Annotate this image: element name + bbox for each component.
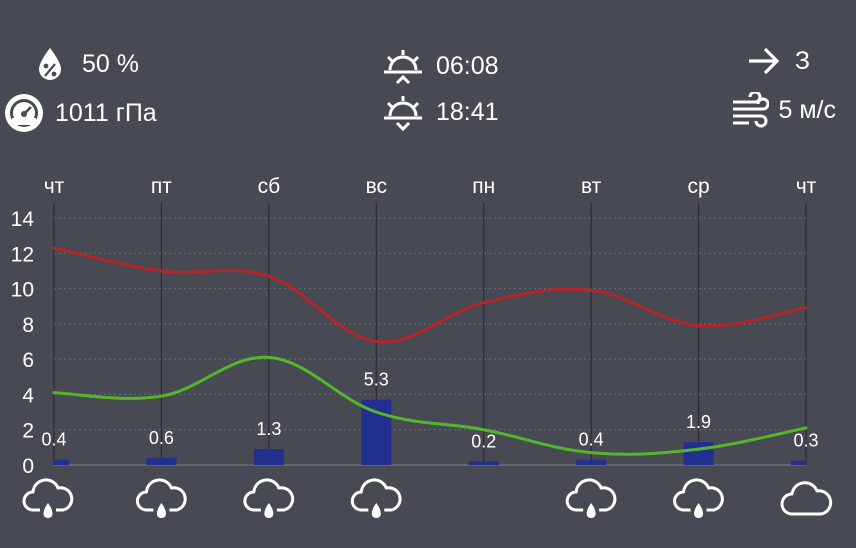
humidity-value: 50 % [82, 49, 139, 78]
wind-direction-value: З [794, 46, 810, 75]
rain-cloud-icon [22, 478, 74, 518]
sunrise-readout: 06:08 [382, 46, 499, 86]
humidity-readout: 50 % [36, 46, 139, 82]
max-temperature-line [52, 246, 808, 344]
y-tick-label: 4 [22, 384, 34, 407]
wind-icon [732, 92, 769, 128]
cloud-icon [780, 481, 833, 516]
gauge-icon [5, 94, 43, 132]
y-tick-label: 12 [11, 243, 34, 266]
weather-icons [22, 478, 833, 518]
chart-labels: 0 2 4 6 8 10 12 14 чт пт сб вс пн вт ср чт 0.4 0.6 1.3 5.3 0… [11, 175, 819, 478]
rain-cloud-icon [243, 478, 295, 518]
pressure-readout: 1011 гПа [3, 92, 157, 134]
sunrise-icon [384, 50, 422, 85]
day-label: ср [687, 175, 709, 198]
precipitation-label: 0.6 [149, 428, 174, 448]
precipitation-label: 1.9 [686, 412, 711, 432]
precipitation-label: 0.4 [579, 430, 604, 450]
precipitation-label: 5.3 [364, 370, 389, 390]
wind-direction-readout: З [747, 46, 810, 76]
precipitation-bar [576, 459, 607, 465]
day-label: вт [581, 175, 602, 198]
wind-speed-readout: 5 м/с [731, 92, 836, 128]
day-label: пт [151, 175, 172, 198]
day-label: чт [44, 175, 65, 198]
rain-cloud-icon [135, 478, 187, 518]
sunset-icon [384, 96, 422, 132]
precipitation-label: 0.2 [471, 431, 496, 451]
precipitation-bar [791, 460, 806, 465]
y-tick-label: 0 [22, 455, 34, 478]
temperature-lines [52, 246, 808, 456]
sunset-readout: 18:41 [382, 92, 499, 132]
wind-speed-value: 5 м/с [778, 95, 836, 124]
pressure-value: 1011 гПа [55, 98, 157, 127]
arrow-right-icon [748, 47, 780, 75]
precipitation-bar [146, 457, 177, 465]
rain-cloud-icon [350, 478, 402, 518]
precipitation-bar [253, 449, 284, 465]
day-label: сб [258, 175, 281, 198]
humidity-drop-icon [39, 48, 61, 80]
rain-cloud-icon [673, 478, 724, 518]
day-label: чт [796, 175, 817, 198]
y-tick-label: 14 [11, 208, 35, 231]
precipitation-bar [468, 461, 499, 465]
y-tick-label: 8 [22, 314, 34, 337]
precipitation-label: 0.3 [793, 431, 818, 451]
chart-grid [53, 203, 807, 466]
rain-cloud-icon [565, 478, 617, 518]
precipitation-label: 1.3 [256, 419, 281, 439]
y-tick-label: 10 [11, 279, 34, 302]
day-label: пн [472, 175, 495, 198]
y-tick-label: 6 [22, 349, 34, 372]
sunrise-time: 06:08 [436, 51, 499, 80]
precipitation-label: 0.4 [41, 430, 66, 450]
precipitation-bar [683, 442, 714, 465]
y-tick-label: 2 [22, 420, 34, 443]
min-temperature-line [52, 355, 808, 456]
precipitation-bar [361, 399, 392, 465]
sunset-time: 18:41 [436, 97, 499, 126]
precipitation-bar [54, 459, 69, 465]
day-label: вс [366, 175, 387, 198]
